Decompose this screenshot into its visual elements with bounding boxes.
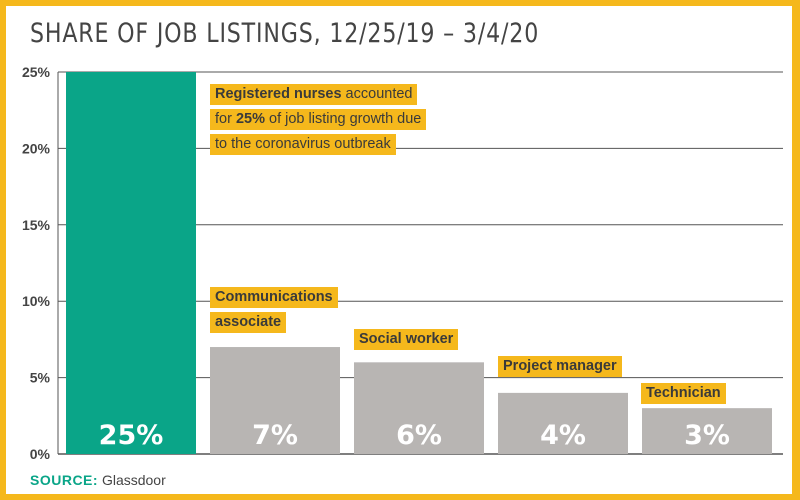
y-tick-label: 25% [22, 64, 51, 80]
y-tick-label: 0% [30, 446, 51, 462]
bar [498, 392, 628, 454]
y-tick-label: 15% [22, 217, 51, 233]
bar [642, 408, 772, 454]
annotation-text-2a: for [215, 111, 236, 127]
label-project-manager: Project manager [498, 356, 622, 381]
chart-title: SHARE OF JOB LISTINGS, 12/25/19 – 3/4/20 [30, 18, 540, 49]
label-tech-text: Technician [641, 383, 726, 404]
bar [354, 362, 484, 454]
label-technician: Technician [641, 383, 726, 408]
label-comm-line2: associate [210, 312, 287, 333]
y-tick-label: 20% [22, 140, 51, 156]
annotation-text-3: to the coronavirus outbreak [210, 134, 396, 155]
y-tick-label: 5% [30, 370, 51, 386]
annotation-bold-nurses: Registered nurses [215, 86, 342, 102]
bar-value-label: 4% [540, 420, 586, 451]
source-text: Glassdoor [101, 472, 166, 488]
bar-value-label: 25% [99, 420, 164, 451]
source-note: SOURCE: Glassdoor [30, 472, 166, 488]
bar-value-label: 6% [396, 420, 442, 451]
annotation-nurses: Registered nurses accounted for 25% of j… [210, 84, 427, 159]
annotation-text-2b: of job listing growth due [264, 111, 422, 127]
bar [66, 72, 196, 454]
source-label: SOURCE: [30, 472, 99, 488]
annotation-bold-percent: 25% [235, 111, 265, 127]
label-social-worker: Social worker [354, 329, 459, 354]
annotation-text-1: accounted [341, 86, 413, 102]
label-comm-line1: Communications [210, 287, 338, 308]
bar-value-label: 3% [684, 420, 730, 451]
y-tick-label: 10% [22, 293, 51, 309]
bar-value-label: 7% [252, 420, 298, 451]
bar [210, 347, 340, 454]
label-communications-associate: Communications associate [210, 287, 338, 337]
label-project-text: Project manager [498, 356, 622, 377]
label-social-text: Social worker [354, 329, 459, 350]
